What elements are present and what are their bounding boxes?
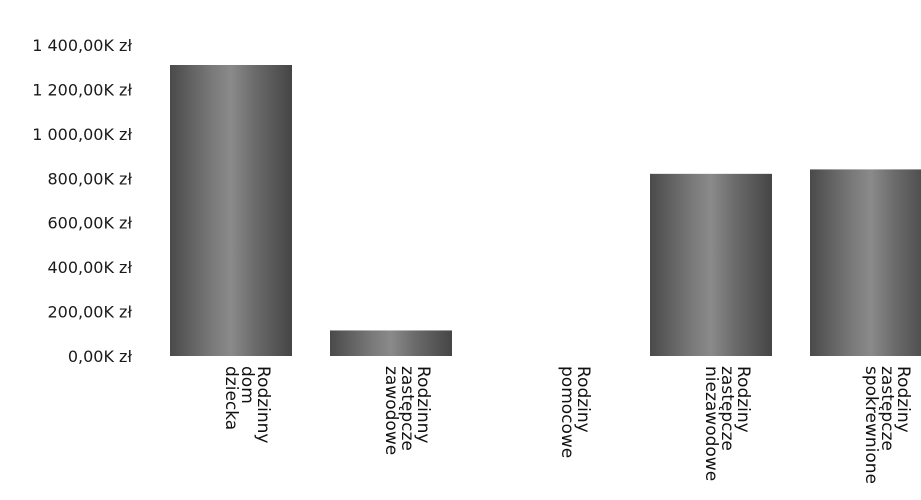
category-label-line: zastępcze [877, 366, 897, 451]
category-label-line: pomocowe [557, 366, 577, 458]
y-tick-label: 1 200,00K zł [32, 80, 132, 99]
bars [170, 64, 921, 356]
category-label-line: spokrewnione [861, 366, 881, 484]
category-label-line: niezawodowe [701, 366, 721, 481]
bar [810, 169, 921, 356]
category-label-line: zawodowe [381, 366, 401, 455]
bar [170, 64, 292, 356]
category-label-line: Rodziny [733, 366, 753, 433]
y-tick-label: 800,00K zł [47, 169, 132, 188]
category-label-line: Rodziny [573, 366, 593, 433]
bar [650, 173, 772, 356]
category-label-line: dziecka [221, 366, 241, 430]
category-label-line: Rodzinny [253, 366, 273, 444]
y-tick-label: 200,00K zł [47, 303, 132, 322]
y-tick-label: 0,00K zł [68, 347, 133, 366]
category-label-line: zastępcze [717, 366, 737, 451]
y-tick-label: 400,00K zł [47, 258, 132, 277]
category-label-line: dom [237, 366, 257, 404]
category-label-line: Rodzinny [413, 366, 433, 444]
y-tick-label: 1 400,00K zł [32, 36, 132, 55]
y-axis: 0,00K zł 200,00K zł 400,00K zł 600,00K zł 80… [32, 36, 132, 366]
category-label-line: Rodziny [893, 366, 913, 433]
category-label-line: zastępcze [397, 366, 417, 451]
y-tick-label: 600,00K zł [47, 214, 132, 233]
y-tick-label: 1 000,00K zł [32, 125, 132, 144]
bar [330, 330, 452, 356]
